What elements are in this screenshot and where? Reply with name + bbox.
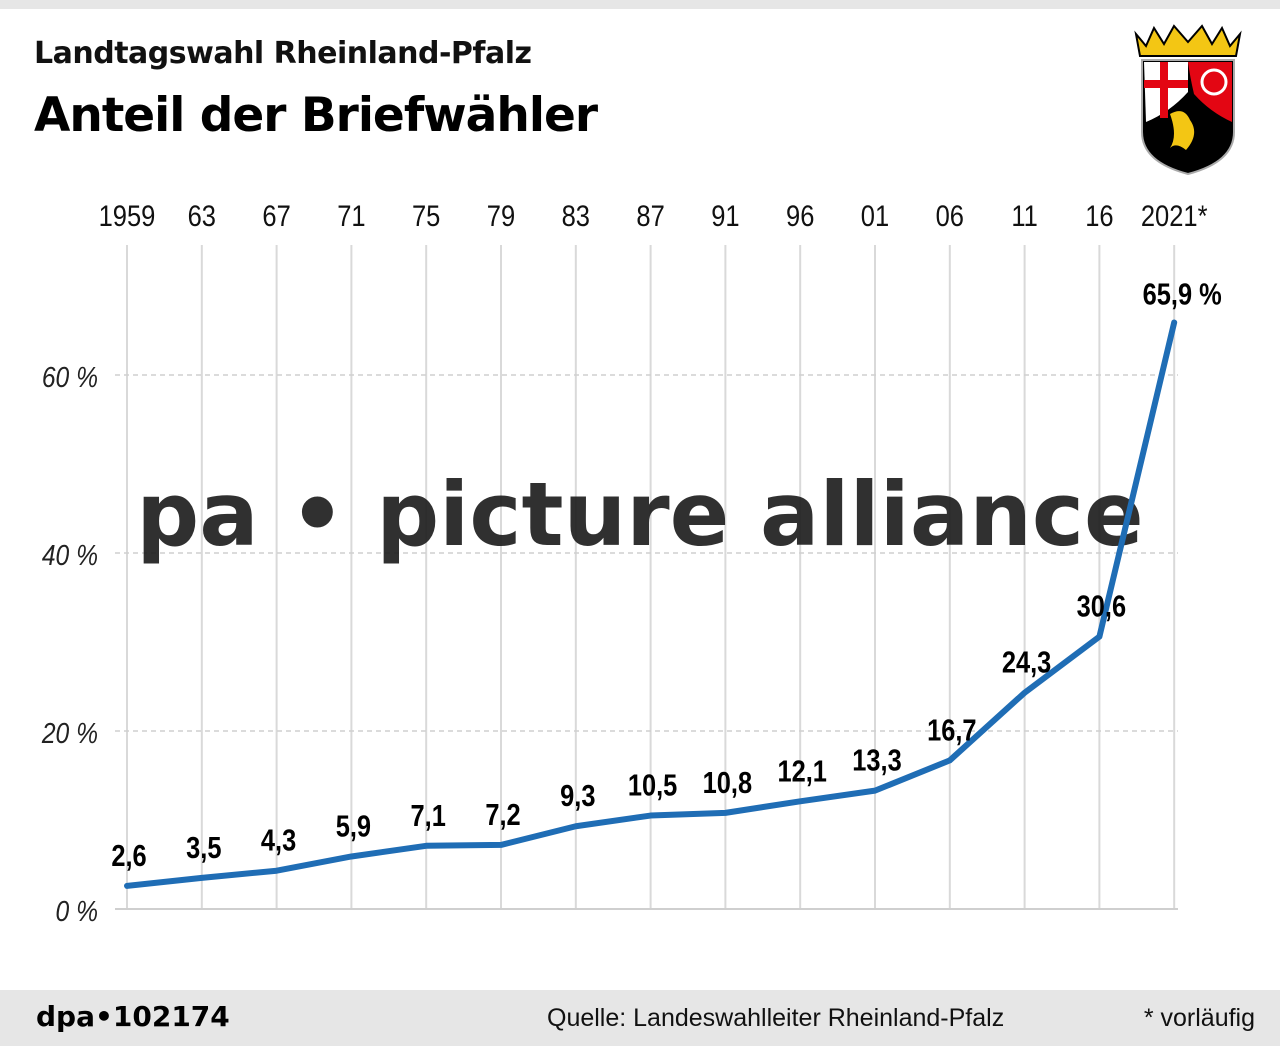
data-label: 3,5: [186, 831, 221, 866]
coat-of-arms-logo: [1134, 24, 1242, 176]
x-tick-label: 83: [562, 199, 590, 232]
x-tick-label: 2021*: [1141, 199, 1208, 232]
x-tick-label: 06: [936, 199, 964, 232]
x-tick-label: 63: [188, 199, 216, 232]
x-tick-label: 87: [636, 199, 664, 232]
x-tick-label: 01: [861, 199, 889, 232]
chart-title: Anteil der Briefwähler: [34, 88, 598, 143]
data-label: 12,1: [777, 754, 826, 789]
data-label: 16,7: [927, 713, 976, 748]
x-tick-label: 11: [1011, 199, 1037, 232]
x-tick-label: 96: [786, 199, 814, 232]
x-tick-label: 75: [412, 199, 440, 232]
data-label: 24,3: [1002, 645, 1051, 680]
data-label: 10,5: [628, 768, 677, 803]
y-tick-label: 20 %: [41, 717, 98, 749]
data-label: 4,3: [261, 823, 296, 858]
chart-subtitle: Landtagswahl Rheinland-Pfalz: [34, 36, 532, 71]
dpa-id: dpa•102174: [36, 1000, 230, 1033]
data-label: 10,8: [703, 766, 752, 801]
y-tick-label: 40 %: [42, 539, 98, 571]
line-chart: 1959 63 67 71 75 79 83 87 91 96 01 06 11 16 2021* 0 % 20…: [41, 199, 1222, 927]
data-label: 13,3: [852, 743, 901, 778]
y-tick-label: 0 %: [56, 895, 98, 927]
x-tick-label: 79: [487, 199, 515, 232]
data-label: 5,9: [336, 809, 371, 844]
data-label: 7,2: [485, 798, 520, 833]
preliminary-note: * vorläufig: [1143, 1004, 1255, 1032]
data-label: 9,3: [560, 779, 595, 814]
data-label: 65,9 %: [1143, 277, 1222, 312]
watermark-text: pa • picture alliance: [136, 463, 1143, 566]
footer-bar: [0, 990, 1280, 1046]
x-tick-label: 67: [262, 199, 290, 232]
x-tick-label: 91: [711, 199, 739, 232]
x-tick-label: 71: [337, 199, 365, 232]
x-tick-label: 1959: [99, 199, 156, 232]
data-label: 30,6: [1077, 589, 1126, 624]
data-label: 2,6: [111, 839, 146, 874]
y-tick-label: 60 %: [42, 361, 98, 393]
source-note: Quelle: Landeswahlleiter Rheinland-Pfalz: [547, 1004, 1005, 1032]
x-tick-label: 16: [1085, 199, 1113, 232]
top-bar: [0, 0, 1280, 9]
data-label: 7,1: [411, 798, 446, 833]
